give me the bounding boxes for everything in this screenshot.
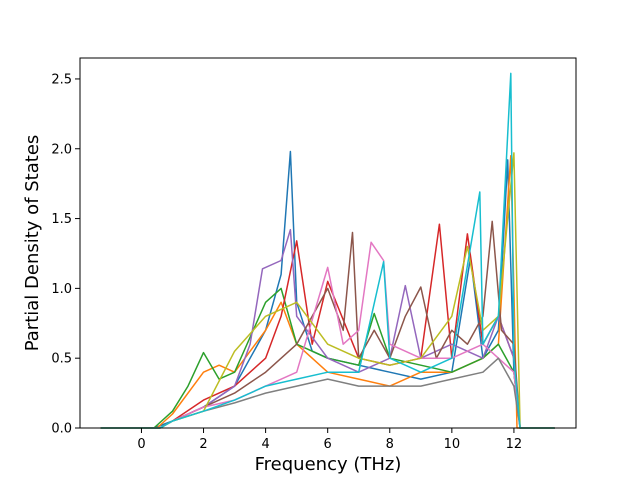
series-line-7 <box>100 241 556 429</box>
x-tick-label: 6 <box>324 437 332 452</box>
x-tick-label: 12 <box>506 437 523 452</box>
plot-lines <box>100 72 556 429</box>
y-tick-label: 1.5 <box>51 212 72 227</box>
series-line-10 <box>100 72 556 429</box>
y-axis-ticks: 0.0 0.5 1.0 1.5 2.0 2.5 <box>51 72 80 437</box>
x-tick-label: 2 <box>199 437 207 452</box>
series-line-6 <box>100 220 556 429</box>
x-tick-label: 10 <box>444 437 461 452</box>
x-axis-label: Frequency (THz) <box>255 454 402 475</box>
y-tick-label: 2.5 <box>51 72 72 87</box>
y-tick-label: 0.5 <box>51 352 72 367</box>
y-tick-label: 2.0 <box>51 142 72 157</box>
series-line-5 <box>100 228 556 429</box>
x-tick-label: 0 <box>137 437 145 452</box>
y-tick-label: 1.0 <box>51 282 72 297</box>
x-tick-label: 8 <box>386 437 394 452</box>
x-axis-ticks: 0 2 4 6 8 10 12 <box>137 428 522 452</box>
x-tick-label: 4 <box>261 437 269 452</box>
y-tick-label: 0.0 <box>51 422 72 437</box>
y-axis-label: Partial Density of States <box>22 135 43 352</box>
